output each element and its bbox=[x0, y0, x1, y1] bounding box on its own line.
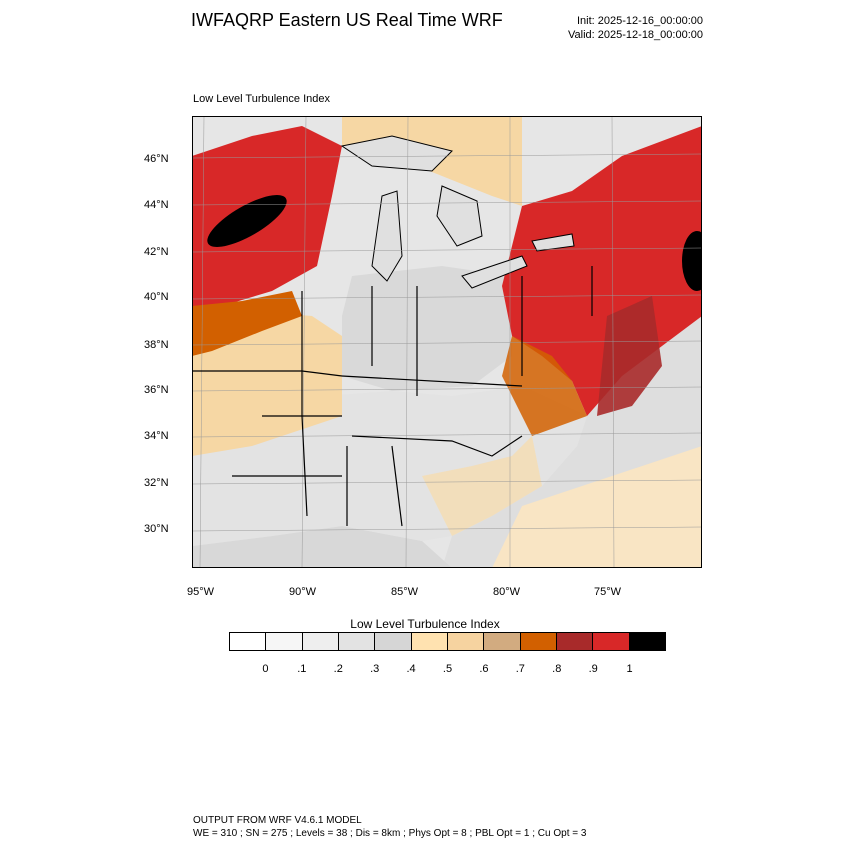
colorbar-swatch bbox=[266, 633, 303, 650]
turbulence-max-atlantic bbox=[682, 231, 702, 291]
lon-label: 80°W bbox=[493, 586, 521, 598]
colorbar-label: .4 bbox=[406, 663, 416, 675]
init-time: Init: 2025-12-16_00:00:00 bbox=[577, 15, 703, 27]
lake-huron bbox=[436, 185, 483, 247]
colorbar-swatch bbox=[556, 633, 594, 650]
lake-ontario bbox=[531, 233, 575, 252]
colorbar-swatch bbox=[411, 633, 448, 650]
colorbar-label: 0 bbox=[262, 663, 269, 675]
colorbar-title: Low Level Turbulence Index bbox=[350, 617, 500, 631]
southeast-tan-region bbox=[422, 436, 542, 536]
field-subtitle: Low Level Turbulence Index bbox=[193, 93, 330, 105]
graticule bbox=[192, 116, 702, 568]
ocean-light-band bbox=[492, 446, 702, 568]
turbulence-map bbox=[192, 116, 702, 568]
gulf-of-mexico bbox=[192, 526, 452, 568]
lon-label: 90°W bbox=[289, 586, 317, 598]
lat-label: 32°N bbox=[144, 477, 169, 489]
lat-label: 42°N bbox=[144, 246, 169, 258]
lat-label: 40°N bbox=[144, 291, 169, 303]
lat-label: 34°N bbox=[144, 430, 169, 442]
northeast-orange bbox=[502, 336, 587, 436]
init-valid-times: Init: 2025-12-16_00:00:00 Valid: 2025-12… bbox=[568, 14, 703, 42]
plains-tan-region bbox=[192, 311, 342, 456]
lake-michigan bbox=[371, 190, 403, 282]
lat-label: 46°N bbox=[144, 153, 169, 165]
colorbar-label: .3 bbox=[370, 663, 380, 675]
lat-label: 30°N bbox=[144, 523, 169, 535]
colorbar-label: .5 bbox=[442, 663, 453, 675]
state-borders bbox=[192, 266, 593, 527]
colorbar-swatch bbox=[375, 633, 412, 650]
lat-label: 44°N bbox=[144, 199, 169, 211]
colorbar-label: .8 bbox=[552, 663, 562, 675]
colorbar-label: .9 bbox=[588, 663, 598, 675]
colorbar-swatch bbox=[302, 633, 339, 650]
colorbar-swatch bbox=[629, 633, 665, 650]
model-footer-line1: OUTPUT FROM WRF V4.6.1 MODEL bbox=[193, 815, 362, 826]
colorbar-swatch bbox=[447, 633, 485, 650]
upper-midwest-orange bbox=[192, 291, 302, 356]
colorbar-label: .2 bbox=[333, 663, 343, 675]
colorbar-swatch bbox=[230, 633, 267, 650]
ohio-valley-region bbox=[342, 266, 512, 391]
colorbar-swatch bbox=[338, 633, 376, 650]
lat-label: 38°N bbox=[144, 339, 169, 351]
model-footer-line2: WE = 310 ; SN = 275 ; Levels = 38 ; Dis … bbox=[193, 828, 587, 839]
turbulence-max-wisconsin bbox=[207, 195, 287, 247]
lat-label: 36°N bbox=[144, 384, 169, 396]
lake-superior bbox=[340, 135, 453, 172]
colorbar-label: 1 bbox=[626, 663, 633, 675]
lon-label: 95°W bbox=[187, 586, 215, 598]
chart-title: IWFAQRP Eastern US Real Time WRF bbox=[191, 10, 503, 30]
lon-label: 75°W bbox=[594, 586, 622, 598]
lake-erie bbox=[461, 255, 528, 289]
lon-label: 85°W bbox=[391, 586, 419, 598]
colorbar-label: .1 bbox=[297, 663, 307, 675]
colorbar-swatch bbox=[593, 633, 630, 650]
colorbar-label: .6 bbox=[479, 663, 489, 675]
colorbar-swatch bbox=[484, 633, 521, 650]
valid-time: Valid: 2025-12-18_00:00:00 bbox=[568, 29, 703, 41]
colorbar bbox=[229, 632, 666, 651]
colorbar-swatch bbox=[520, 633, 557, 650]
colorbar-label: .7 bbox=[515, 663, 525, 675]
